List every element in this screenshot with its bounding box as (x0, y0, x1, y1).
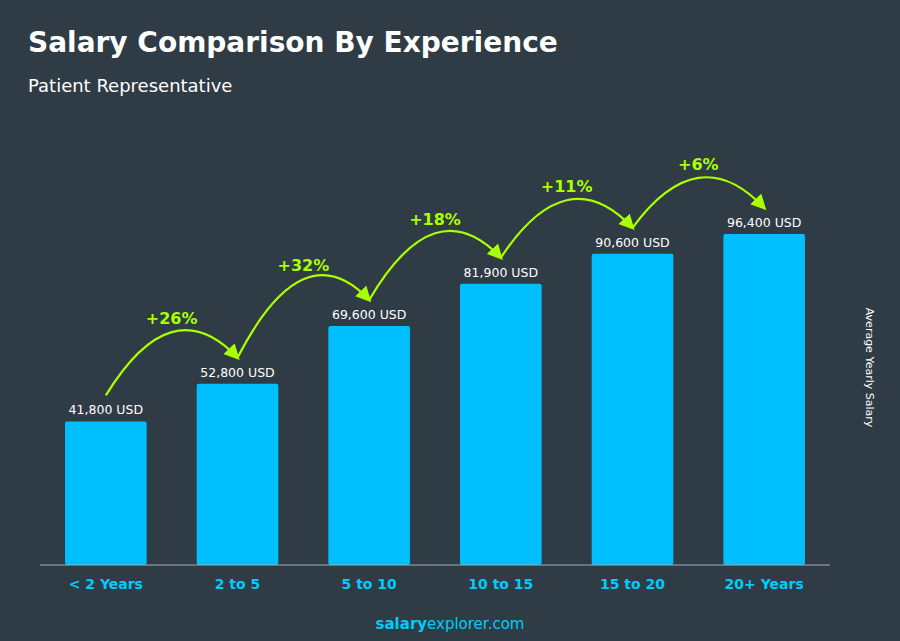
footer-part: explorer.com (427, 615, 524, 633)
change-label: +11% (541, 177, 593, 196)
change-arrow (633, 177, 765, 228)
bar (197, 384, 279, 565)
bars (65, 234, 805, 565)
footer: salaryexplorer.com (376, 615, 525, 633)
x-tick-label: 15 to 20 (600, 576, 665, 592)
x-axis-line (40, 565, 830, 566)
y-axis-label: Average Yearly Salary (863, 308, 876, 428)
data-label: 41,800 USD (69, 402, 143, 417)
bar (723, 234, 805, 565)
subtitle: Patient Representative (28, 75, 232, 96)
footer-part: salary (376, 615, 428, 633)
change-label: +32% (277, 256, 329, 275)
x-tick-label: 20+ Years (725, 576, 804, 592)
bar (592, 254, 674, 565)
x-tick-label: 2 to 5 (215, 576, 261, 592)
bar (460, 284, 542, 565)
title: Salary Comparison By Experience (28, 26, 558, 59)
change-label: +18% (409, 210, 461, 229)
data-label: 69,600 USD (332, 307, 406, 322)
data-label: 96,400 USD (727, 215, 801, 230)
change-arrow (501, 199, 633, 258)
data-label: 81,900 USD (464, 265, 538, 280)
x-tick-label: < 2 Years (69, 576, 143, 592)
change-label: +6% (678, 155, 719, 174)
change-label: +26% (146, 309, 198, 328)
data-label: 52,800 USD (200, 365, 274, 380)
background (0, 0, 900, 641)
bar (328, 326, 410, 565)
change-arrow (369, 231, 501, 300)
change-arrow (238, 275, 370, 357)
bar (65, 421, 147, 565)
data-label: 90,600 USD (595, 235, 669, 250)
x-tick-label: 10 to 15 (468, 576, 533, 592)
chart: Salary Comparison By Experience Patient R… (0, 0, 900, 641)
x-tick-label: 5 to 10 (342, 576, 398, 592)
change-arrow (106, 330, 238, 395)
